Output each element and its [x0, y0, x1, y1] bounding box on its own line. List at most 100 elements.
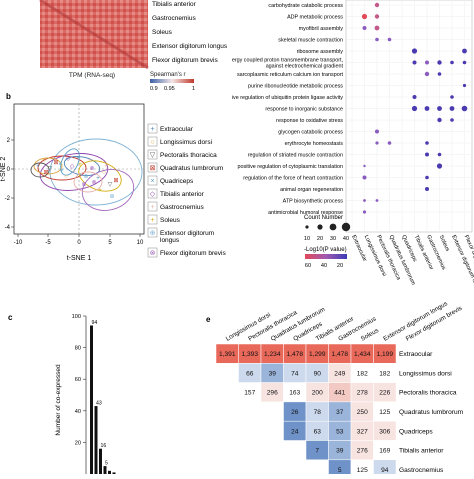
tsne-point: ⊗ [91, 180, 96, 186]
go-enrichment-dot [425, 152, 429, 157]
panel-a: Tibialis anterior Gastrocnemius Soleus Exte… [0, 0, 230, 92]
go-enrichment-dot [461, 105, 468, 112]
matrix-cell-value: 26 [291, 409, 299, 416]
cluster-ellipse [78, 160, 122, 192]
go-term-label: response to oxidative stress [276, 118, 343, 124]
go-term-label: energy coupled proton transmembrane tran… [232, 58, 343, 64]
matrix-cell-value: 163 [289, 390, 300, 397]
heatmap-row-label: Extensor digitorum longus [152, 43, 228, 50]
go-term-label: carbohydrate catabolic process [268, 3, 343, 9]
go-term-label: glycogen catabolic process [278, 130, 343, 136]
bar-ytick: 20 [75, 440, 81, 446]
spearman-legend-title: Spearman's r [150, 72, 186, 78]
go-enrichment-dot [362, 210, 367, 214]
matrix-cell-value: 90 [314, 370, 322, 377]
matrix-cell-value: 249 [334, 370, 345, 377]
legend-symbol: ⊕ [150, 230, 156, 237]
tsne-point: ◇ [70, 164, 75, 170]
cluster-ellipse [73, 171, 103, 193]
go-term-label: ADP metabolic process [287, 15, 343, 21]
go-enrichment-dot [375, 37, 379, 42]
tsne-point: ○ [102, 170, 106, 176]
panel-go: carbohydrate catabolic process ADP metabo… [218, 0, 474, 300]
go-enrichment-dot [437, 72, 442, 76]
go-enrichment-dot [362, 26, 367, 30]
matrix-cell-value: 182 [357, 370, 368, 377]
pvalue-colorbar [305, 254, 347, 259]
go-enrichment-dot [437, 152, 442, 157]
tsne-ytick: -4 [5, 225, 11, 231]
count-legend-tick: 20 [317, 236, 323, 242]
matrix-cell-value: 441 [334, 390, 345, 397]
go-term-label: erythrocyte homeostasis [285, 141, 344, 147]
tsne-point: + [78, 162, 82, 168]
go-enrichment-dot [363, 199, 366, 202]
heatmap-row-label: Soleus [152, 29, 173, 36]
cluster-ellipse [30, 162, 50, 178]
matrix-cell-value: 66 [246, 370, 254, 377]
matrix-cell-value: 125 [379, 409, 390, 416]
go-enrichment-dot [411, 105, 418, 112]
bar-value-label: 16 [101, 443, 107, 449]
go-enrichment-dot [437, 117, 442, 123]
matrix-cell-value: 306 [379, 428, 390, 435]
heatmap-xlabel: TPM (RNA-seq) [69, 72, 115, 79]
legend-key [147, 201, 158, 212]
matrix-cell-value: 7 [315, 448, 319, 455]
legend-label: Gastrocnemius [160, 204, 204, 211]
bar-ytick: 100 [72, 314, 81, 320]
legend-label: Longissimus dorsi [160, 139, 212, 146]
bar-ytick: 80 [75, 346, 81, 352]
go-enrichment-dot [450, 60, 454, 65]
tsne-point: ⊗ [81, 182, 86, 188]
legend-label: Quadratus lumbrorum [160, 165, 223, 172]
go-enrichment-dot [412, 95, 417, 99]
matrix-cell-value: 94 [381, 467, 389, 474]
legend-label-cont: longus [160, 237, 180, 244]
count-legend-title: Count Number [304, 215, 343, 221]
panel-e: e Longissimus dorsi Pectoralis thoracica Q… [200, 296, 474, 479]
matrix-cell-value: 250 [357, 409, 368, 416]
go-enrichment-dot [362, 175, 367, 180]
pvalue-legend-tick: 60 [305, 263, 311, 269]
panel-c: c Number of co-expressed 100 80 60 40 20 94 4… [0, 300, 200, 474]
go-enrichment-dot [425, 175, 429, 180]
pvalue-legend-tick: 40 [321, 263, 327, 269]
matrix-cell-value: 1,299 [309, 351, 326, 358]
matrix-cell-value: 39 [269, 370, 277, 377]
legend-symbol: ○ [150, 139, 154, 146]
go-enrichment-dot [450, 118, 454, 122]
panel-a-svg: Tibialis anterior Gastrocnemius Soleus Exte… [39, 0, 228, 92]
go-plot-area [345, 0, 473, 233]
go-term-label: ATP biosynthetic process [283, 199, 344, 205]
legend-label: Extensor digitorum [160, 230, 214, 237]
go-enrichment-dot [375, 141, 379, 145]
go-enrichment-dot [374, 25, 380, 31]
go-term-label: animal organ regeneration [280, 187, 343, 193]
go-enrichment-dot [374, 2, 380, 8]
go-enrichment-dot [425, 60, 429, 65]
count-legend-dot [305, 225, 309, 229]
go-term-label: myofibril assembly [299, 26, 344, 32]
go-enrichment-dot [462, 60, 467, 65]
tsne-ytick: -2 [5, 196, 11, 202]
matrix-row-label: Longissimus dorsi [399, 370, 452, 377]
go-enrichment-dot [424, 71, 430, 77]
go-term-label: positive regulation of cytoplasmic trans… [238, 164, 343, 170]
count-legend-dot [329, 223, 337, 231]
tsne-point: ⊗ [89, 166, 94, 172]
go-enrichment-dot [462, 83, 467, 88]
bar [108, 470, 111, 474]
go-term-label-cont: against electrochemical gradient [266, 64, 344, 70]
go-term-label: antimicrobial humoral response [268, 210, 343, 216]
matrix-cell-value: 226 [379, 390, 390, 397]
cluster-ellipse [81, 169, 135, 211]
tsne-point: + [96, 176, 100, 182]
panel-e-letter: e [206, 315, 211, 324]
legend-key [147, 227, 158, 238]
pvalue-legend-tick: 20 [337, 263, 343, 269]
count-legend-dot [317, 224, 323, 230]
cluster-ellipse [60, 148, 80, 176]
matrix-cell-value: 1,393 [241, 351, 258, 358]
count-legend-tick: 10 [304, 236, 310, 242]
